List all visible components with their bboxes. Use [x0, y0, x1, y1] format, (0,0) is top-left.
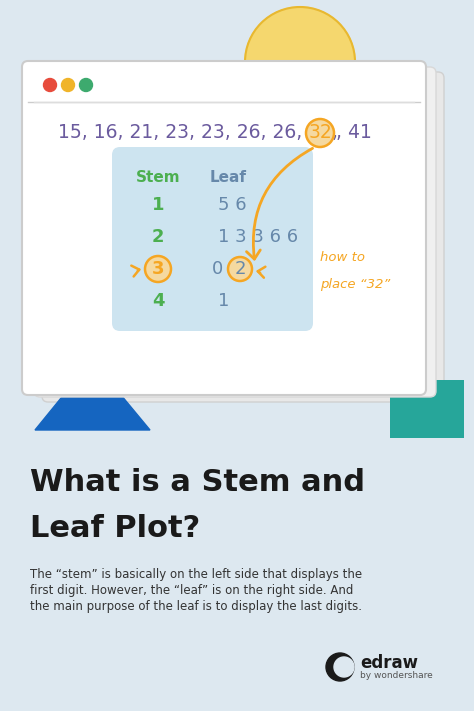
- FancyArrowPatch shape: [131, 266, 139, 277]
- Text: by wondershare: by wondershare: [360, 671, 433, 680]
- FancyBboxPatch shape: [34, 67, 436, 397]
- Text: 1: 1: [218, 292, 229, 310]
- Circle shape: [44, 78, 56, 92]
- Circle shape: [326, 653, 354, 681]
- Text: Leaf Plot?: Leaf Plot?: [30, 514, 200, 543]
- Circle shape: [145, 256, 171, 282]
- Text: What is a Stem and: What is a Stem and: [30, 468, 365, 497]
- Text: 15, 16, 21, 23, 23, 26, 26, 30,: 15, 16, 21, 23, 23, 26, 26, 30,: [58, 124, 342, 142]
- Text: how to: how to: [320, 251, 365, 264]
- Text: the main purpose of the leaf is to display the last digits.: the main purpose of the leaf is to displ…: [30, 600, 362, 613]
- FancyBboxPatch shape: [42, 72, 444, 402]
- Text: 2: 2: [152, 228, 164, 246]
- Circle shape: [228, 257, 252, 281]
- Text: , 41: , 41: [336, 124, 372, 142]
- Text: The “stem” is basically on the left side that displays the: The “stem” is basically on the left side…: [30, 568, 362, 581]
- Text: 5 6: 5 6: [218, 196, 246, 214]
- FancyBboxPatch shape: [22, 61, 426, 395]
- Text: edraw: edraw: [360, 654, 418, 672]
- Circle shape: [245, 7, 355, 117]
- FancyBboxPatch shape: [112, 147, 313, 331]
- Text: first digit. However, the “leaf” is on the right side. And: first digit. However, the “leaf” is on t…: [30, 584, 354, 597]
- Text: 1 3 3 6 6: 1 3 3 6 6: [218, 228, 298, 246]
- Text: Leaf: Leaf: [210, 169, 247, 184]
- FancyBboxPatch shape: [390, 380, 464, 438]
- Text: 0: 0: [212, 260, 224, 278]
- FancyArrowPatch shape: [258, 267, 265, 278]
- Text: place “32”: place “32”: [320, 278, 390, 291]
- Text: 3: 3: [152, 260, 164, 278]
- Text: Stem: Stem: [136, 169, 180, 184]
- Text: 4: 4: [152, 292, 164, 310]
- Text: 32: 32: [308, 124, 332, 142]
- FancyArrowPatch shape: [246, 149, 312, 259]
- Text: 1: 1: [152, 196, 164, 214]
- Polygon shape: [35, 360, 150, 430]
- Circle shape: [334, 657, 354, 677]
- Circle shape: [62, 78, 74, 92]
- Circle shape: [80, 78, 92, 92]
- Text: 2: 2: [234, 260, 246, 278]
- Circle shape: [306, 119, 334, 147]
